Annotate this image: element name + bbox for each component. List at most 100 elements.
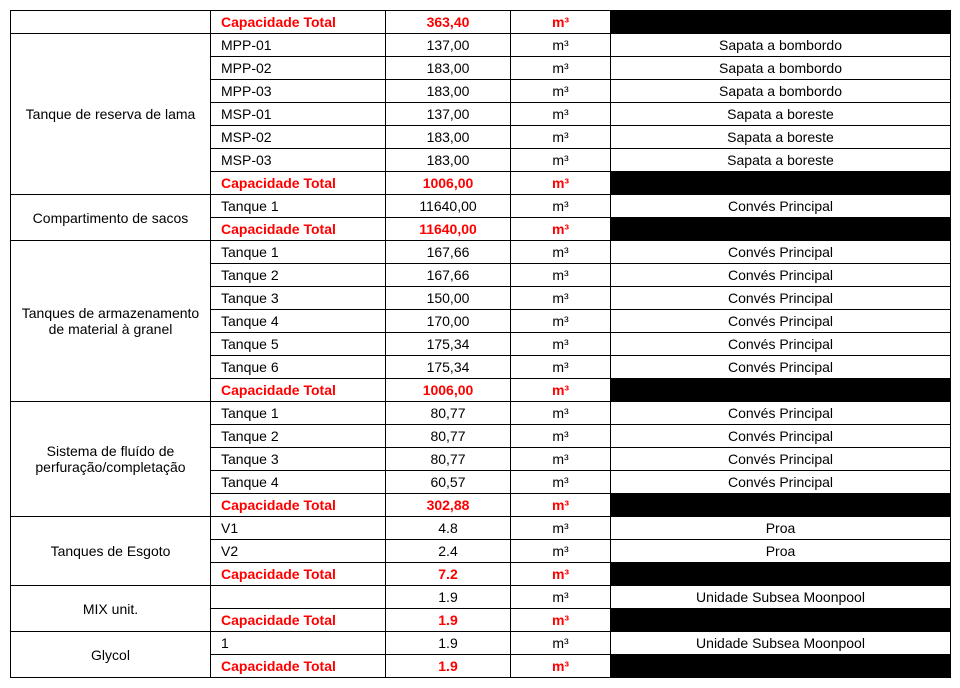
row-note: Convés Principal <box>611 264 951 287</box>
row-value: 137,00 <box>386 34 511 57</box>
row-value: 170,00 <box>386 310 511 333</box>
unit-label: m³ <box>511 379 611 402</box>
unit-label: m³ <box>511 356 611 379</box>
row-value: 1.9 <box>386 632 511 655</box>
table-row: Sistema de fluído de perfuração/completa… <box>11 402 951 425</box>
unit-label: m³ <box>511 287 611 310</box>
unit-label: m³ <box>511 494 611 517</box>
table-row: Compartimento de sacosTanque 111640,00m³… <box>11 195 951 218</box>
capacity-value: 7.2 <box>386 563 511 586</box>
capacity-label: Capacidade Total <box>211 218 386 241</box>
row-label: V2 <box>211 540 386 563</box>
black-cell <box>611 563 951 586</box>
capacity-value: 11640,00 <box>386 218 511 241</box>
capacity-value: 1.9 <box>386 609 511 632</box>
row-value: 11640,00 <box>386 195 511 218</box>
row-label <box>211 586 386 609</box>
row-label: MSP-03 <box>211 149 386 172</box>
unit-label: m³ <box>511 34 611 57</box>
row-label: Tanque 4 <box>211 471 386 494</box>
row-label: Tanque 6 <box>211 356 386 379</box>
unit-label: m³ <box>511 563 611 586</box>
capacity-label: Capacidade Total <box>211 11 386 34</box>
table-row: MIX unit.1.9m³Unidade Subsea Moonpool <box>11 586 951 609</box>
row-note: Convés Principal <box>611 402 951 425</box>
row-value: 150,00 <box>386 287 511 310</box>
section-label: Glycol <box>11 632 211 678</box>
black-cell <box>611 655 951 678</box>
unit-label: m³ <box>511 540 611 563</box>
unit-label: m³ <box>511 448 611 471</box>
black-cell <box>611 172 951 195</box>
unit-label: m³ <box>511 425 611 448</box>
row-value: 183,00 <box>386 57 511 80</box>
row-note: Sapata a boreste <box>611 103 951 126</box>
row-label: V1 <box>211 517 386 540</box>
section-label: Sistema de fluído de perfuração/completa… <box>11 402 211 517</box>
row-note: Sapata a bombordo <box>611 57 951 80</box>
row-note: Convés Principal <box>611 356 951 379</box>
row-note: Convés Principal <box>611 471 951 494</box>
row-note: Convés Principal <box>611 448 951 471</box>
row-note: Sapata a boreste <box>611 126 951 149</box>
capacity-table: Capacidade Total363,40m³Tanque de reserv… <box>10 10 951 678</box>
row-note: Sapata a bombordo <box>611 34 951 57</box>
row-note: Proa <box>611 517 951 540</box>
unit-label: m³ <box>511 333 611 356</box>
row-note: Unidade Subsea Moonpool <box>611 632 951 655</box>
row-note: Convés Principal <box>611 333 951 356</box>
row-label: Tanque 3 <box>211 448 386 471</box>
unit-label: m³ <box>511 195 611 218</box>
row-label: MSP-01 <box>211 103 386 126</box>
capacity-label: Capacidade Total <box>211 172 386 195</box>
row-label: Tanque 1 <box>211 402 386 425</box>
black-cell <box>611 609 951 632</box>
capacity-value: 363,40 <box>386 11 511 34</box>
row-label: MPP-03 <box>211 80 386 103</box>
capacity-value: 1.9 <box>386 655 511 678</box>
section-label: Tanque de reserva de lama <box>11 34 211 195</box>
row-label: Tanque 2 <box>211 425 386 448</box>
table-row: Tanque de reserva de lamaMPP-01137,00m³S… <box>11 34 951 57</box>
row-note: Convés Principal <box>611 425 951 448</box>
black-cell <box>611 11 951 34</box>
row-label: Tanque 3 <box>211 287 386 310</box>
unit-label: m³ <box>511 126 611 149</box>
table-row: Tanques de EsgotoV14.8m³Proa <box>11 517 951 540</box>
capacity-value: 302,88 <box>386 494 511 517</box>
row-label: MPP-01 <box>211 34 386 57</box>
unit-label: m³ <box>511 57 611 80</box>
unit-label: m³ <box>511 264 611 287</box>
row-value: 60,57 <box>386 471 511 494</box>
row-value: 167,66 <box>386 241 511 264</box>
row-label: MPP-02 <box>211 57 386 80</box>
row-note: Convés Principal <box>611 310 951 333</box>
capacity-label: Capacidade Total <box>211 655 386 678</box>
row-value: 183,00 <box>386 80 511 103</box>
row-value: 80,77 <box>386 448 511 471</box>
row-value: 137,00 <box>386 103 511 126</box>
row-value: 4.8 <box>386 517 511 540</box>
row-note: Convés Principal <box>611 195 951 218</box>
capacity-label: Capacidade Total <box>211 563 386 586</box>
capacity-value: 1006,00 <box>386 379 511 402</box>
unit-label: m³ <box>511 471 611 494</box>
row-label: 1 <box>211 632 386 655</box>
capacity-label: Capacidade Total <box>211 379 386 402</box>
row-note: Convés Principal <box>611 241 951 264</box>
unit-label: m³ <box>511 586 611 609</box>
row-value: 167,66 <box>386 264 511 287</box>
row-value: 175,34 <box>386 333 511 356</box>
row-value: 2.4 <box>386 540 511 563</box>
row-note: Unidade Subsea Moonpool <box>611 586 951 609</box>
row-value: 183,00 <box>386 126 511 149</box>
row-value: 183,00 <box>386 149 511 172</box>
row-value: 175,34 <box>386 356 511 379</box>
row-label: Tanque 1 <box>211 241 386 264</box>
table-row: Tanques de armazenamento de material à g… <box>11 241 951 264</box>
unit-label: m³ <box>511 609 611 632</box>
section-label: Tanques de armazenamento de material à g… <box>11 241 211 402</box>
row-label: Tanque 2 <box>211 264 386 287</box>
row-note: Convés Principal <box>611 287 951 310</box>
unit-label: m³ <box>511 655 611 678</box>
